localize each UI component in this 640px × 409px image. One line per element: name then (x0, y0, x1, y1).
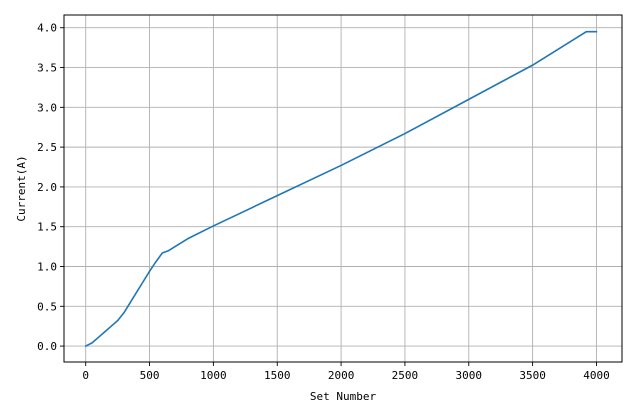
y-tick-label: 2.0 (37, 181, 57, 194)
y-tick-label: 2.5 (37, 141, 57, 154)
y-tick-label: 1.0 (37, 260, 57, 273)
series-layer (84, 30, 598, 347)
x-tick-label: 2000 (328, 369, 355, 382)
x-tick-label: 2500 (392, 369, 419, 382)
y-tick-label: 0.0 (37, 340, 57, 353)
tick-labels: 0 500 1000 1500 2000 2500 3000 3500 4000 0.0 0.5 1.… (37, 22, 610, 382)
x-tick-label: 3000 (456, 369, 483, 382)
y-tick-label: 4.0 (37, 22, 57, 35)
y-tick-label: 3.5 (37, 62, 57, 75)
x-tick-label: 1500 (264, 369, 291, 382)
x-tick-label: 0 (82, 369, 89, 382)
x-tick-label: 3500 (519, 369, 546, 382)
current-series-line (84, 30, 598, 347)
x-axis-label: Set Number (310, 390, 377, 403)
x-tick-label: 500 (140, 369, 160, 382)
x-tick-label: 4000 (583, 369, 610, 382)
plot-frame (63, 14, 623, 363)
ticks (60, 27, 597, 366)
y-tick-label: 0.5 (37, 300, 57, 313)
grid (64, 15, 622, 362)
y-tick-label: 3.0 (37, 101, 57, 114)
y-tick-label: 1.5 (37, 221, 57, 234)
y-axis-label: Current(A) (15, 155, 28, 221)
x-tick-label: 1000 (200, 369, 227, 382)
